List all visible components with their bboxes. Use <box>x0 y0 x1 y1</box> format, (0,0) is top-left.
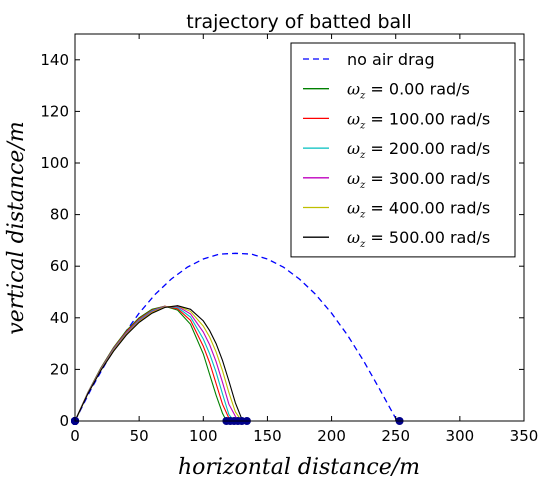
legend-value: = 500.00 rad/s <box>365 228 490 247</box>
legend-subscript: z <box>359 91 366 102</box>
x-tick-label: 350 <box>510 427 539 445</box>
legend-omega-symbol: ω <box>347 139 360 158</box>
legend-subscript: z <box>359 150 366 161</box>
y-tick-label: 20 <box>50 360 69 378</box>
legend-value: = 0.00 rad/s <box>365 80 470 99</box>
legend-omega-symbol: ω <box>347 109 360 128</box>
series-line-6 <box>74 305 248 422</box>
x-tick-label: 200 <box>317 427 346 445</box>
legend-label: ωz = 100.00 rad/s <box>347 109 490 131</box>
series-line-0 <box>74 252 400 422</box>
y-tick-label: 80 <box>50 206 69 224</box>
plot-area-frame <box>74 33 525 422</box>
x-tick-label: 250 <box>381 427 410 445</box>
legend-omega-symbol: ω <box>347 80 360 99</box>
legend-subscript: z <box>359 239 366 250</box>
legend-value: = 400.00 rad/s <box>365 199 490 218</box>
legend-omega-symbol: ω <box>347 199 360 218</box>
legend-label: ωz = 400.00 rad/s <box>347 199 490 221</box>
y-tick-label: 120 <box>40 102 69 120</box>
y-tick-label: 0 <box>59 412 69 430</box>
legend-subscript: z <box>359 210 366 221</box>
legend-box <box>290 42 516 258</box>
x-axis-label: horizontal distance/m <box>178 455 420 480</box>
x-tick-label: 0 <box>70 427 80 445</box>
legend-value: = 200.00 rad/s <box>365 139 490 158</box>
x-tick-label: 300 <box>446 427 475 445</box>
legend-label: ωz = 0.00 rad/s <box>347 80 470 102</box>
ticks-layer: 0 50 100 150 200 250 300 350 0 20 40 60 80 100 120 140 <box>40 34 538 445</box>
y-tick-label: 140 <box>40 51 69 69</box>
legend-omega-symbol: ω <box>347 228 360 247</box>
y-tick-label: 100 <box>40 154 69 172</box>
series-layer <box>71 252 404 425</box>
legend-label: ωz = 200.00 rad/s <box>347 139 490 161</box>
legend-label: ωz = 300.00 rad/s <box>347 169 490 191</box>
chart-title: trajectory of batted ball <box>186 11 412 33</box>
y-tick-label: 60 <box>50 257 69 275</box>
x-tick-label: 50 <box>130 427 149 445</box>
x-tick-label: 100 <box>189 427 218 445</box>
legend-label: no air drag <box>347 50 435 69</box>
legend-subscript: z <box>359 120 366 131</box>
legend-value: = 300.00 rad/s <box>365 169 490 188</box>
legend-omega-symbol: ω <box>347 169 360 188</box>
x-tick-label: 150 <box>253 427 282 445</box>
y-tick-label: 40 <box>50 309 69 327</box>
legend-value: = 100.00 rad/s <box>365 109 490 128</box>
legend-label: ωz = 500.00 rad/s <box>347 228 490 250</box>
legend-subscript: z <box>359 180 366 191</box>
y-axis-label: vertical distance/m <box>4 121 29 334</box>
